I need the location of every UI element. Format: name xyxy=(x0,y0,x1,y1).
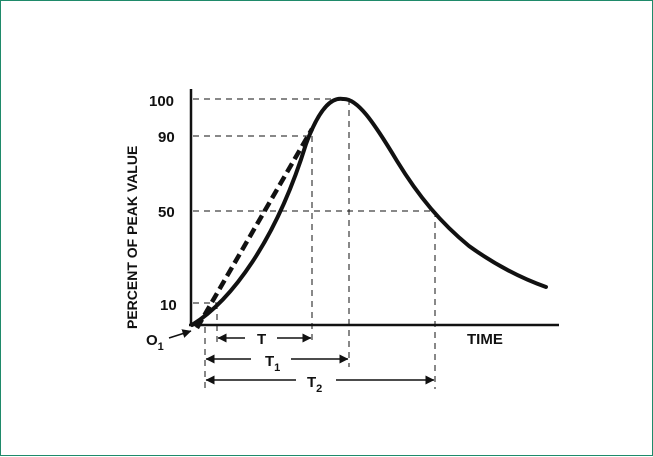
interval-t2-label: T2 xyxy=(307,374,322,395)
y-tick-10: 10 xyxy=(160,297,177,314)
origin-label: O1 xyxy=(146,332,164,353)
interval-t1-label: T1 xyxy=(265,353,280,374)
y-axis-label: PERCENT OF PEAK VALUE xyxy=(124,146,140,329)
x-axis-label: TIME xyxy=(467,331,503,348)
front-line-dashed xyxy=(195,127,314,330)
origin-arrow xyxy=(168,329,192,339)
y-tick-50: 50 xyxy=(158,204,175,221)
interval-t-label: T xyxy=(257,331,266,348)
interval-t2-subscript: 2 xyxy=(316,383,322,395)
y-tick-90: 90 xyxy=(158,129,175,146)
origin-subscript: 1 xyxy=(158,341,164,353)
waveform-curve xyxy=(190,96,548,327)
y-tick-100: 100 xyxy=(149,93,174,110)
interval-t1-subscript: 1 xyxy=(274,362,280,374)
